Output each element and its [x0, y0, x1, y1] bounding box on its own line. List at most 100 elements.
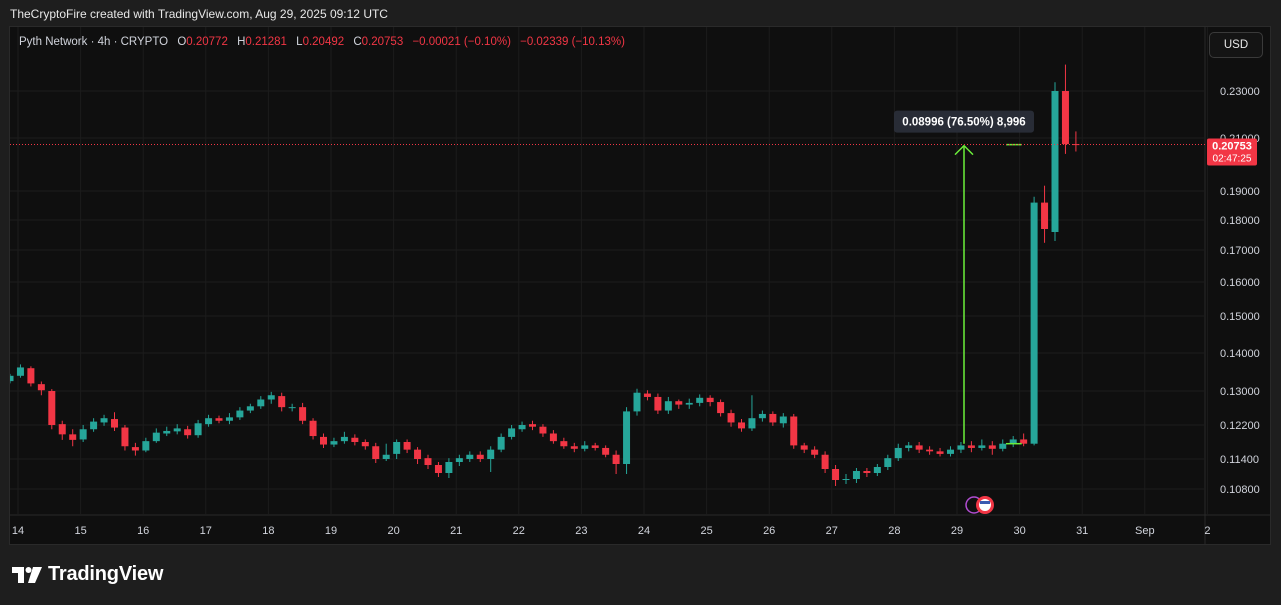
y-tick-label: 0.13000: [1220, 386, 1260, 398]
candle-body: [706, 397, 714, 403]
us-flag-canton: [980, 501, 990, 504]
price-chart[interactable]: 0.230000.210000.190000.180000.170000.160…: [10, 27, 1271, 545]
candle-body: [842, 479, 850, 480]
candle-body: [382, 454, 390, 459]
candle-body: [602, 447, 610, 455]
x-tick-label: 14: [12, 525, 24, 537]
candle-body: [988, 445, 996, 449]
candle-body: [978, 445, 986, 448]
candle-body: [236, 410, 244, 418]
candle-body: [905, 445, 913, 448]
chart-panel[interactable]: 0.230000.210000.190000.180000.170000.160…: [9, 26, 1271, 545]
candle-body: [445, 462, 453, 473]
x-tick-label: 26: [763, 525, 775, 537]
candle-body: [152, 432, 160, 442]
candle-body: [1051, 91, 1059, 232]
candle-body: [800, 445, 808, 450]
candle-body: [1020, 439, 1028, 444]
candle-body: [215, 418, 223, 421]
x-tick-label: 20: [387, 525, 399, 537]
candle-body: [246, 406, 254, 411]
x-tick-label: 29: [951, 525, 963, 537]
low-value: 0.20492: [302, 36, 345, 48]
candle-body: [278, 396, 286, 408]
candle-body: [10, 375, 14, 382]
x-tick-label: Sep: [1135, 525, 1155, 537]
candle-body: [664, 401, 672, 411]
candle-body: [48, 391, 56, 425]
y-tick-label: 0.10800: [1220, 484, 1260, 496]
low-label: L: [296, 36, 303, 48]
high-label: H: [237, 36, 246, 48]
tradingview-logo-icon: [12, 566, 42, 583]
x-tick-label: 19: [325, 525, 337, 537]
candle-body: [372, 446, 380, 459]
y-tick-label: 0.11400: [1220, 454, 1259, 466]
candle-body: [873, 467, 881, 473]
x-tick-label: 30: [1013, 525, 1025, 537]
currency-button[interactable]: USD: [1209, 32, 1263, 58]
y-tick-label: 0.18000: [1220, 215, 1260, 227]
candle-body: [351, 437, 359, 442]
candle-body: [79, 429, 87, 440]
y-tick-label: 0.19000: [1220, 186, 1260, 198]
candle-body: [508, 428, 516, 437]
x-tick-label: 28: [888, 525, 900, 537]
candle-body: [947, 449, 954, 454]
candle-body: [163, 430, 171, 434]
candle-body: [16, 367, 24, 376]
candle-body: [320, 436, 327, 445]
candle-body: [549, 433, 557, 442]
candle-body: [957, 445, 965, 450]
candle-body: [37, 384, 45, 391]
close-value: 0.20753: [361, 36, 404, 48]
candle-body: [811, 449, 819, 455]
candle-body: [309, 420, 317, 437]
candle-body: [570, 446, 578, 449]
candle-body: [424, 458, 432, 465]
candle-body: [131, 447, 139, 451]
candle-body: [758, 413, 766, 419]
x-tick-label: 21: [450, 525, 462, 537]
candle-body: [497, 436, 505, 450]
x-tick-label: 15: [74, 525, 86, 537]
candle-body: [727, 413, 735, 423]
high-value: 0.21281: [245, 36, 287, 48]
candle-body: [111, 419, 118, 428]
change-value: −0.00021 (−0.10%): [412, 36, 511, 48]
change-total-value: −0.02339 (−10.13%): [520, 36, 625, 48]
candle-body: [194, 423, 202, 436]
candle-body: [225, 417, 233, 421]
candle-body: [738, 422, 745, 429]
candle-body: [779, 416, 787, 424]
candle-body: [967, 445, 975, 448]
x-tick-label: 18: [262, 525, 274, 537]
candle-body: [267, 395, 275, 400]
candle-body: [999, 443, 1007, 449]
candle-body: [832, 469, 840, 480]
chart-caption: TheCryptoFire created with TradingView.c…: [10, 7, 388, 21]
open-label: O: [177, 36, 187, 48]
x-tick-label: 23: [575, 525, 587, 537]
open-value: 0.20772: [186, 36, 228, 48]
candle-body: [205, 418, 213, 425]
candle-body: [27, 368, 35, 384]
candle-body: [936, 451, 944, 454]
countdown-timer: 02:47:25: [1213, 154, 1252, 165]
candle-body: [299, 407, 307, 421]
last-price-value: 0.20753: [1212, 141, 1252, 153]
candle-body: [748, 418, 756, 429]
candle-body: [403, 442, 411, 450]
measure-arrowhead: [954, 144, 974, 156]
x-tick-label: 22: [513, 525, 525, 537]
candle-body: [926, 449, 934, 452]
candle-body: [288, 407, 296, 409]
x-tick-label: 31: [1076, 525, 1088, 537]
candle-body: [696, 397, 704, 403]
us-flag-icon: [979, 499, 991, 511]
candle-body: [581, 445, 589, 449]
candle-body: [121, 427, 129, 447]
symbol-label: Pyth Network · 4h · CRYPTO: [19, 36, 169, 48]
candle-body: [884, 458, 892, 467]
candle-body: [769, 413, 777, 423]
